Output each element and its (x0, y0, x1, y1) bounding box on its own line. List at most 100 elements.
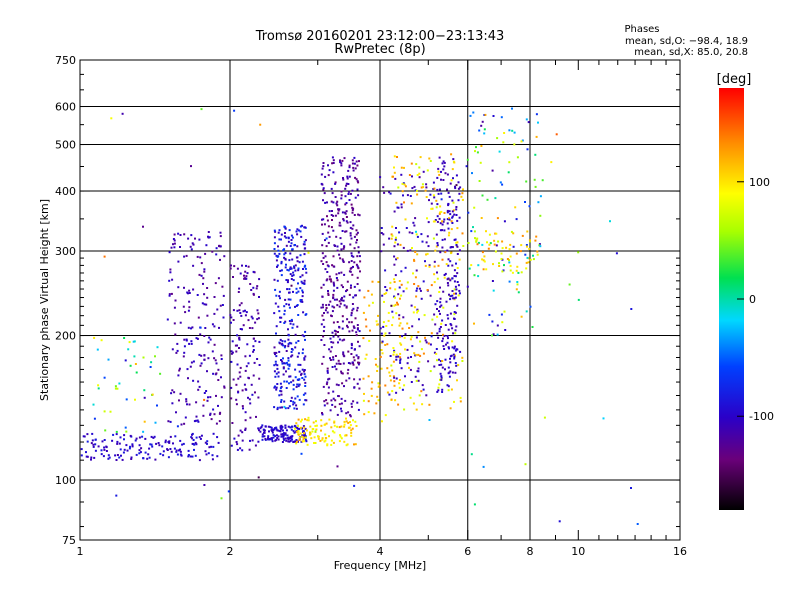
data-point (449, 260, 452, 263)
data-point (292, 388, 295, 391)
data-point (281, 340, 284, 343)
data-point (427, 342, 430, 345)
data-point (289, 439, 292, 442)
data-point (177, 260, 180, 263)
data-point (451, 327, 454, 330)
data-point (496, 333, 499, 336)
data-point (426, 217, 428, 220)
data-point (447, 346, 450, 349)
data-point (94, 449, 97, 452)
data-point (336, 425, 339, 428)
data-point (438, 217, 441, 220)
data-point (250, 383, 253, 386)
data-point (344, 230, 347, 233)
data-point (446, 282, 449, 284)
data-point (292, 403, 295, 406)
data-point (404, 375, 406, 378)
colorbar-tick-label: 100 (749, 176, 770, 189)
data-point (142, 356, 145, 359)
data-point (252, 270, 255, 273)
data-point (341, 258, 344, 261)
data-point (398, 386, 401, 389)
data-point (91, 439, 94, 442)
data-point (268, 430, 270, 433)
data-point (390, 237, 393, 240)
data-point (282, 366, 285, 369)
data-point (332, 293, 335, 296)
data-point (328, 210, 331, 213)
data-point (453, 275, 456, 277)
data-point (420, 390, 423, 393)
data-point (299, 426, 302, 429)
data-point (337, 208, 340, 211)
data-point (466, 285, 469, 288)
data-point (232, 276, 234, 278)
data-point (431, 318, 434, 321)
data-point (382, 243, 385, 246)
data-point (323, 192, 326, 195)
data-point (403, 183, 406, 186)
data-point (535, 235, 538, 238)
data-point (277, 429, 280, 432)
data-point (350, 252, 353, 255)
data-point (602, 417, 605, 420)
data-point (400, 343, 403, 346)
data-point (433, 351, 436, 354)
data-point (358, 378, 361, 381)
data-point (353, 156, 356, 159)
data-point (283, 405, 286, 408)
data-point (301, 418, 303, 421)
data-point (433, 365, 436, 368)
data-point (450, 228, 453, 231)
data-point (458, 289, 461, 292)
data-point (197, 380, 200, 383)
data-point (138, 452, 141, 455)
data-point (410, 304, 413, 307)
data-point (350, 342, 353, 345)
data-point (279, 338, 282, 341)
data-point (345, 420, 348, 423)
data-point (376, 395, 379, 398)
data-point (446, 384, 449, 387)
data-point (368, 304, 371, 307)
data-point (377, 385, 380, 388)
data-point (304, 267, 307, 270)
data-point (332, 441, 335, 444)
data-point (446, 211, 449, 214)
data-point (447, 328, 450, 331)
data-point (287, 279, 289, 282)
data-point (205, 244, 208, 247)
data-point (337, 212, 340, 215)
data-point (362, 377, 365, 380)
data-point (338, 338, 341, 341)
data-point (291, 435, 294, 438)
data-point (328, 348, 331, 351)
data-point (134, 439, 137, 442)
data-point (415, 379, 418, 382)
data-point (233, 265, 236, 268)
data-point (286, 268, 289, 271)
data-point (393, 304, 396, 307)
data-point (442, 337, 444, 340)
data-point (346, 280, 349, 283)
data-point (349, 421, 351, 424)
data-point (233, 437, 236, 440)
data-point (254, 321, 257, 324)
data-point (342, 261, 345, 263)
data-point (357, 213, 360, 216)
data-point (104, 429, 107, 432)
data-point (327, 225, 330, 228)
data-point (284, 320, 287, 323)
data-point (356, 239, 358, 241)
data-point (356, 188, 359, 191)
data-point (249, 416, 252, 419)
data-point (320, 323, 323, 326)
data-point (185, 398, 188, 401)
data-point (419, 340, 422, 343)
data-point (198, 238, 201, 241)
data-point (280, 400, 283, 403)
data-point (295, 404, 298, 407)
data-point (207, 235, 209, 238)
data-point (346, 324, 348, 327)
data-point (251, 327, 254, 330)
